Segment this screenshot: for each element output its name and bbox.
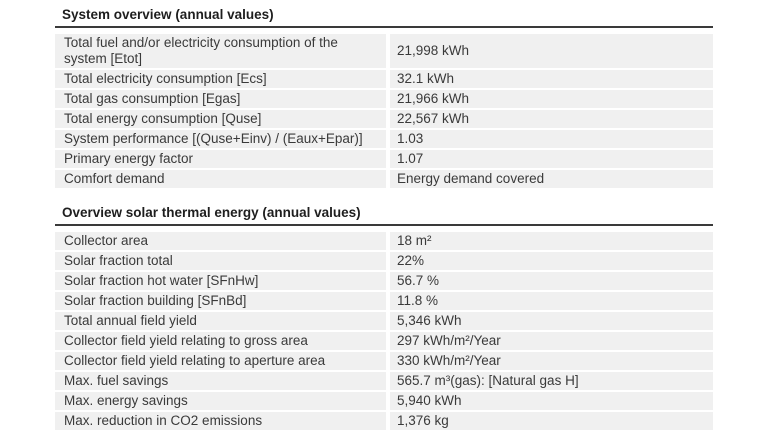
row-label: Comfort demand <box>55 170 386 188</box>
row-value: 1,376 kg <box>390 412 713 430</box>
table-row: Max. fuel savings 565.7 m³(gas): [Natura… <box>55 372 713 390</box>
row-value: 22,567 kWh <box>390 110 713 128</box>
section-title-rule <box>55 26 713 28</box>
report-page: System overview (annual values) Total fu… <box>55 0 713 432</box>
table-row: Solar fraction total 22% <box>55 252 713 270</box>
table-row: Collector area 18 m² <box>55 232 713 250</box>
table-row: System performance [(Quse+Einv) / (Eaux+… <box>55 130 713 148</box>
row-label: Max. fuel savings <box>55 372 386 390</box>
solar-thermal-table: Collector area 18 m² Solar fraction tota… <box>55 232 713 430</box>
table-row: Comfort demand Energy demand covered <box>55 170 713 188</box>
row-label: Total electricity consumption [Ecs] <box>55 70 386 88</box>
row-label: Total gas consumption [Egas] <box>55 90 386 108</box>
table-row: Max. energy savings 5,940 kWh <box>55 392 713 410</box>
row-value: 565.7 m³(gas): [Natural gas H] <box>390 372 713 390</box>
row-label: Solar fraction building [SFnBd] <box>55 292 386 310</box>
section-title-solar-thermal: Overview solar thermal energy (annual va… <box>62 205 361 220</box>
row-label: Total annual field yield <box>55 312 386 330</box>
row-value: 1.07 <box>390 150 713 168</box>
row-value: 21,998 kWh <box>390 34 713 68</box>
table-row: Total gas consumption [Egas] 21,966 kWh <box>55 90 713 108</box>
section-title-system-overview: System overview (annual values) <box>62 7 274 22</box>
row-label: Max. reduction in CO2 emissions <box>55 412 386 430</box>
row-value: 21,966 kWh <box>390 90 713 108</box>
row-label: System performance [(Quse+Einv) / (Eaux+… <box>55 130 386 148</box>
table-row: Total energy consumption [Quse] 22,567 k… <box>55 110 713 128</box>
row-value: Energy demand covered <box>390 170 713 188</box>
system-overview-table: Total fuel and/or electricity consumptio… <box>55 34 713 188</box>
row-value: 5,940 kWh <box>390 392 713 410</box>
row-value: 18 m² <box>390 232 713 250</box>
solar-thermal-section: Overview solar thermal energy (annual va… <box>55 205 713 430</box>
row-label: Solar fraction hot water [SFnHw] <box>55 272 386 290</box>
section-title-rule <box>55 224 713 226</box>
table-row: Max. reduction in CO2 emissions 1,376 kg <box>55 412 713 430</box>
table-row: Total electricity consumption [Ecs] 32.1… <box>55 70 713 88</box>
row-label: Primary energy factor <box>55 150 386 168</box>
table-row: Solar fraction building [SFnBd] 11.8 % <box>55 292 713 310</box>
row-label: Total energy consumption [Quse] <box>55 110 386 128</box>
table-row: Total fuel and/or electricity consumptio… <box>55 34 713 68</box>
table-row: Collector field yield relating to apertu… <box>55 352 713 370</box>
row-label: Collector area <box>55 232 386 250</box>
row-value: 32.1 kWh <box>390 70 713 88</box>
row-label: Max. energy savings <box>55 392 386 410</box>
table-row: Collector field yield relating to gross … <box>55 332 713 350</box>
row-value: 297 kWh/m²/Year <box>390 332 713 350</box>
row-value: 22% <box>390 252 713 270</box>
row-label: Total fuel and/or electricity consumptio… <box>55 34 386 68</box>
row-value: 56.7 % <box>390 272 713 290</box>
row-value: 11.8 % <box>390 292 713 310</box>
row-label: Solar fraction total <box>55 252 386 270</box>
row-value: 5,346 kWh <box>390 312 713 330</box>
row-label: Collector field yield relating to apertu… <box>55 352 386 370</box>
row-label: Collector field yield relating to gross … <box>55 332 386 350</box>
table-row: Solar fraction hot water [SFnHw] 56.7 % <box>55 272 713 290</box>
row-value: 330 kWh/m²/Year <box>390 352 713 370</box>
system-overview-section: System overview (annual values) Total fu… <box>55 0 713 188</box>
row-value: 1.03 <box>390 130 713 148</box>
table-row: Primary energy factor 1.07 <box>55 150 713 168</box>
table-row: Total annual field yield 5,346 kWh <box>55 312 713 330</box>
